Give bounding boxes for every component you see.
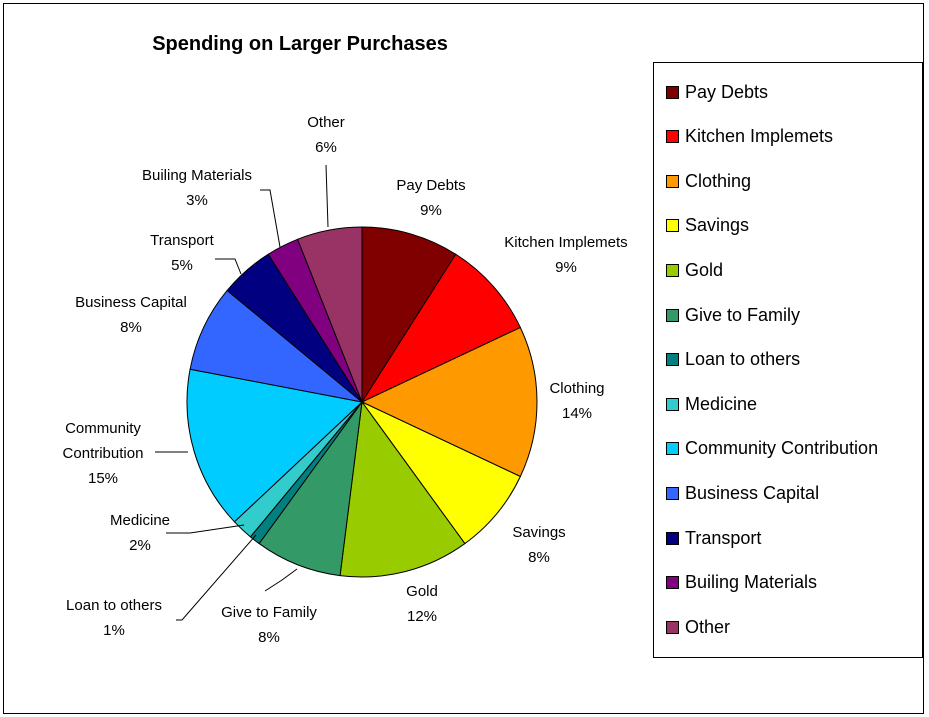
legend-swatch: [666, 531, 679, 545]
legend-swatch: [666, 130, 679, 144]
legend-item-gold: Gold: [666, 259, 723, 281]
data-label-pay-debts: Pay Debts 9%: [396, 177, 465, 219]
legend-swatch: [666, 353, 679, 367]
leader-line-medicine: [166, 524, 245, 534]
chart-title: Spending on Larger Purchases: [152, 33, 448, 55]
legend-item-other: Other: [666, 616, 730, 638]
legend-swatch: [666, 576, 679, 590]
data-label-builing-materials: Builing Materials 3%: [142, 167, 252, 209]
legend-item-community-contribution: Community Contribution: [666, 438, 878, 460]
legend-item-clothing: Clothing: [666, 170, 751, 192]
pie-slice-pay-debts: [361, 226, 457, 404]
legend-label: Business Capital: [685, 482, 820, 503]
legend-label: Loan to others: [685, 349, 801, 370]
legend-swatch: [666, 85, 679, 99]
pie-slice-gold: [339, 400, 466, 578]
legend-item-business-capital: Business Capital: [666, 482, 819, 504]
pie-slice-clothing: [360, 326, 538, 478]
legend-swatch: [666, 486, 679, 500]
legend-swatch: [666, 442, 679, 456]
leader-line-builing-materials: [260, 189, 281, 248]
data-label-community-contribution: Community Contribution 15%: [63, 420, 144, 487]
legend-label: Community Contribution: [685, 438, 879, 459]
legend-label: Medicine: [685, 393, 758, 414]
legend-swatch: [666, 219, 679, 233]
legend-swatch: [666, 308, 679, 322]
data-label-loan-to-others: Loan to others 1%: [66, 597, 162, 639]
data-label-other: Other 6%: [307, 114, 345, 156]
legend-swatch: [666, 263, 679, 277]
leader-line-transport: [215, 258, 242, 275]
legend-label: Savings: [685, 215, 750, 236]
pie-slice-community-contribution: [186, 368, 364, 523]
legend-item-give-to-family: Give to Family: [666, 304, 800, 326]
data-label-medicine: Medicine 2%: [110, 512, 170, 554]
legend-swatch: [666, 397, 679, 411]
legend-swatch: [666, 174, 679, 188]
data-label-kitchen-implemets: Kitchen Implemets 9%: [504, 234, 627, 276]
legend-label: Clothing: [685, 170, 752, 191]
legend-item-kitchen-implemets: Kitchen Implemets: [666, 126, 833, 148]
data-label-transport: Transport 5%: [150, 232, 214, 274]
legend-item-savings: Savings: [666, 215, 749, 237]
pie-slice-other: [296, 226, 363, 403]
pie-slice-kitchen-implemets: [360, 253, 522, 404]
data-label-business-capital: Business Capital 8%: [75, 294, 187, 336]
leader-line-give-to-family: [264, 568, 298, 592]
data-label-savings: Savings 8%: [512, 524, 565, 566]
legend-item-pay-debts: Pay Debts: [666, 81, 768, 103]
legend-item-loan-to-others: Loan to others: [666, 349, 800, 371]
legend-item-transport: Transport: [666, 527, 761, 549]
leader-line-other: [325, 164, 329, 228]
legend-label: Gold: [685, 259, 724, 280]
legend-label: Builing Materials: [685, 572, 818, 593]
legend-item-medicine: Medicine: [666, 393, 757, 415]
legend-label: Give to Family: [685, 304, 801, 325]
legend-label: Other: [685, 616, 731, 637]
leader-line-loan-to-others: [176, 534, 257, 621]
legend-item-builing-materials: Builing Materials: [666, 572, 817, 594]
data-label-give-to-family: Give to Family 8%: [221, 604, 317, 646]
data-label-gold: Gold 12%: [406, 583, 438, 625]
data-label-clothing: Clothing 14%: [549, 380, 604, 422]
legend-label: Kitchen Implemets: [685, 126, 834, 147]
legend-label: Transport: [685, 527, 762, 548]
legend-label: Pay Debts: [685, 81, 769, 102]
legend-swatch: [666, 620, 679, 634]
chart-legend: Pay Debts Kitchen Implemets Clothing Saving…: [653, 62, 923, 658]
